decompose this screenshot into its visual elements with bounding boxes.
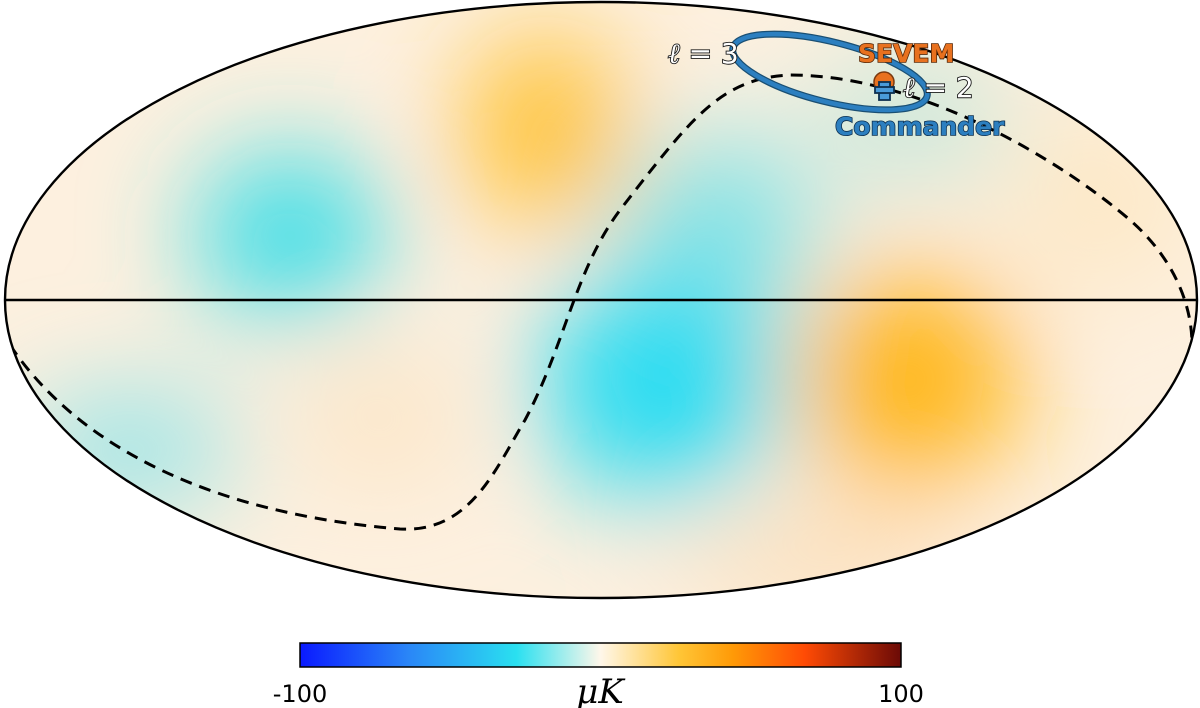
dashed-curve: [8, 73, 1194, 531]
commander-label: Commander: [835, 112, 1005, 141]
colorbar-gradient: [299, 642, 902, 668]
ell3-label: ℓ = 3: [668, 37, 739, 70]
colorbar: -100 100 μK: [273, 642, 924, 708]
sevem-label: SEVEM: [858, 39, 954, 68]
colorbar-unit-label: μK: [576, 672, 626, 708]
commander-marker: [874, 81, 895, 101]
colorbar-max-label: 100: [878, 680, 924, 708]
ell2-label: ℓ = 2: [903, 71, 974, 104]
colorbar-min-label: -100: [273, 680, 327, 708]
commander-ell3-contour: [729, 30, 931, 114]
